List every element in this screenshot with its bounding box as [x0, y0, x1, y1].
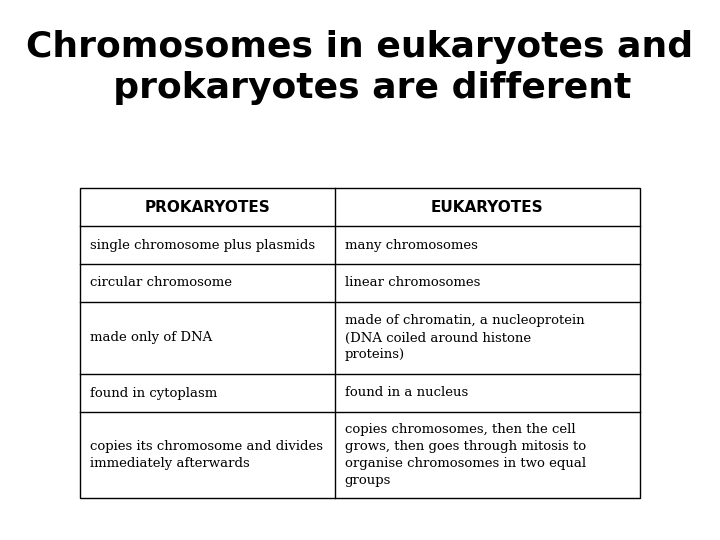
Text: made only of DNA: made only of DNA — [90, 332, 212, 345]
Text: EUKARYOTES: EUKARYOTES — [431, 199, 544, 214]
Text: made of chromatin, a nucleoprotein
(DNA coiled around histone
proteins): made of chromatin, a nucleoprotein (DNA … — [345, 314, 585, 361]
Text: copies its chromosome and divides
immediately afterwards: copies its chromosome and divides immedi… — [90, 440, 323, 470]
Text: PROKARYOTES: PROKARYOTES — [145, 199, 270, 214]
Bar — [80, 188, 640, 498]
Text: single chromosome plus plasmids: single chromosome plus plasmids — [90, 239, 315, 252]
Text: copies chromosomes, then the cell
grows, then goes through mitosis to
organise c: copies chromosomes, then the cell grows,… — [345, 423, 586, 487]
Text: found in a nucleus: found in a nucleus — [345, 387, 468, 400]
Text: Chromosomes in eukaryotes and
  prokaryotes are different: Chromosomes in eukaryotes and prokaryote… — [27, 30, 693, 105]
Text: found in cytoplasm: found in cytoplasm — [90, 387, 217, 400]
Text: linear chromosomes: linear chromosomes — [345, 276, 480, 289]
Text: circular chromosome: circular chromosome — [90, 276, 232, 289]
Text: many chromosomes: many chromosomes — [345, 239, 477, 252]
